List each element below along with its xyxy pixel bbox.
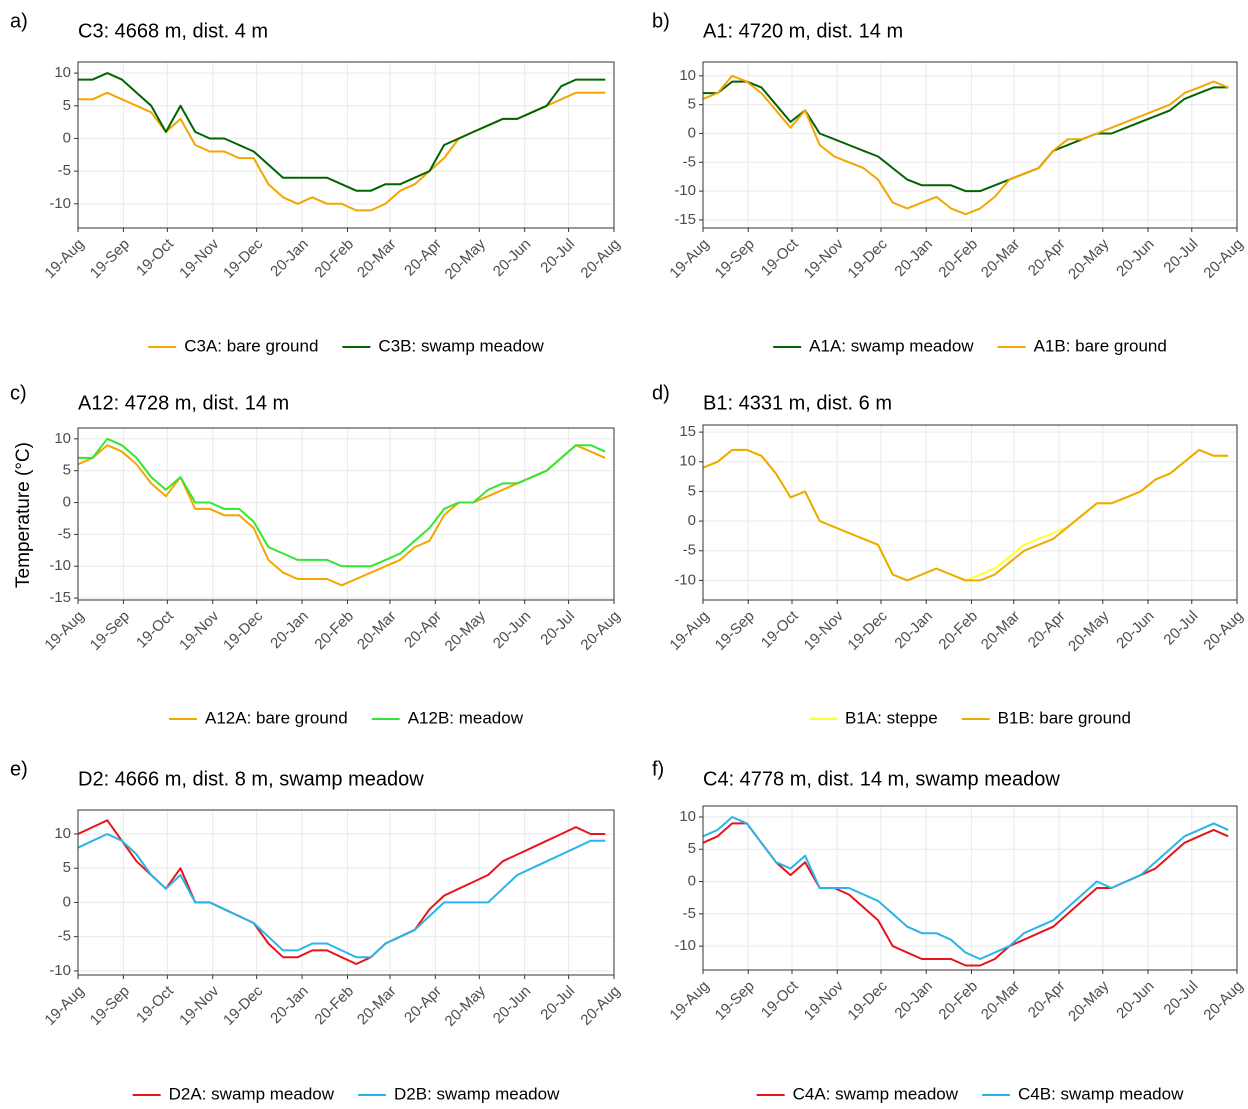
panel-label: e) [10,758,28,780]
series-line [703,80,1229,193]
y-tick-label: -10 [49,557,71,574]
plot-border [77,427,615,601]
y-tick-label: -10 [49,962,71,979]
series-line [702,74,1229,216]
legend-label: A1B: bare ground [1034,336,1167,355]
series-line [702,816,1229,960]
panel-label: a) [10,10,28,32]
series-line [702,448,1229,582]
y-axis-label: Temperature (°C) [13,442,34,588]
chart-title: D2: 4666 m, dist. 8 m, swamp meadow [78,768,424,790]
y-tick-label: -5 [683,905,696,922]
chart-title: C3: 4668 m, dist. 4 m [78,20,268,42]
legend-label: C3A: bare ground [184,336,318,355]
y-tick-label: 5 [688,840,696,857]
y-tick-label: 10 [54,825,71,842]
series-line [77,833,606,959]
y-tick-label: 0 [688,873,696,890]
panel-label: c) [10,382,27,404]
y-tick-label: -5 [683,542,696,559]
y-tick-label: -5 [58,162,71,179]
series-line [78,72,606,192]
y-tick-label: -10 [674,937,696,954]
legend-label: C4A: swamp meadow [793,1084,959,1103]
legend-label: A12A: bare ground [205,708,348,727]
y-tick-label: -15 [674,211,696,228]
y-tick-label: 5 [688,96,696,113]
y-tick-label: 10 [679,67,696,84]
y-tick-label: -5 [683,153,696,170]
legend-label: C3B: swamp meadow [378,336,544,355]
y-tick-label: -10 [674,182,696,199]
y-tick-label: 0 [63,129,71,146]
y-tick-label: 0 [63,893,71,910]
y-tick-label: 10 [679,453,696,470]
chart-title: A1: 4720 m, dist. 14 m [703,20,903,42]
panel-label: d) [652,382,670,404]
y-tick-label: -10 [674,571,696,588]
y-tick-label: 0 [688,124,696,141]
y-tick-label: 5 [688,482,696,499]
plot-border [702,805,1238,971]
y-tick-label: 5 [63,97,71,114]
y-tick-label: 15 [679,423,696,440]
y-tick-label: 5 [63,859,71,876]
y-tick-label: 0 [688,512,696,529]
y-tick-label: -10 [49,195,71,212]
plot-border [77,61,615,229]
plot-border [702,424,1238,601]
plot-border [77,809,615,976]
series-line [78,437,606,568]
chart-title: A12: 4728 m, dist. 14 m [78,392,289,414]
y-tick-label: 10 [54,430,71,447]
y-tick-label: 10 [54,64,71,81]
chart-title: B1: 4331 m, dist. 6 m [703,392,892,414]
legend-label: D2B: swamp meadow [394,1084,560,1103]
y-tick-label: -5 [58,525,71,542]
legend-label: D2A: swamp meadow [169,1084,335,1103]
legend-label: A12B: meadow [408,708,524,727]
y-tick-label: 10 [679,808,696,825]
chart-title: C4: 4778 m, dist. 14 m, swamp meadow [703,768,1060,790]
panel-label: b) [652,10,670,32]
y-tick-label: 5 [63,462,71,479]
y-tick-label: 0 [63,494,71,511]
panel-label: f) [652,758,664,780]
y-tick-label: -15 [49,589,71,606]
legend-label: A1A: swamp meadow [809,336,974,355]
legend-label: B1B: bare ground [998,708,1131,727]
y-tick-label: -5 [58,928,71,945]
plot-border [702,61,1238,229]
legend-label: B1A: steppe [845,708,938,727]
legend-label: C4B: swamp meadow [1018,1084,1184,1103]
